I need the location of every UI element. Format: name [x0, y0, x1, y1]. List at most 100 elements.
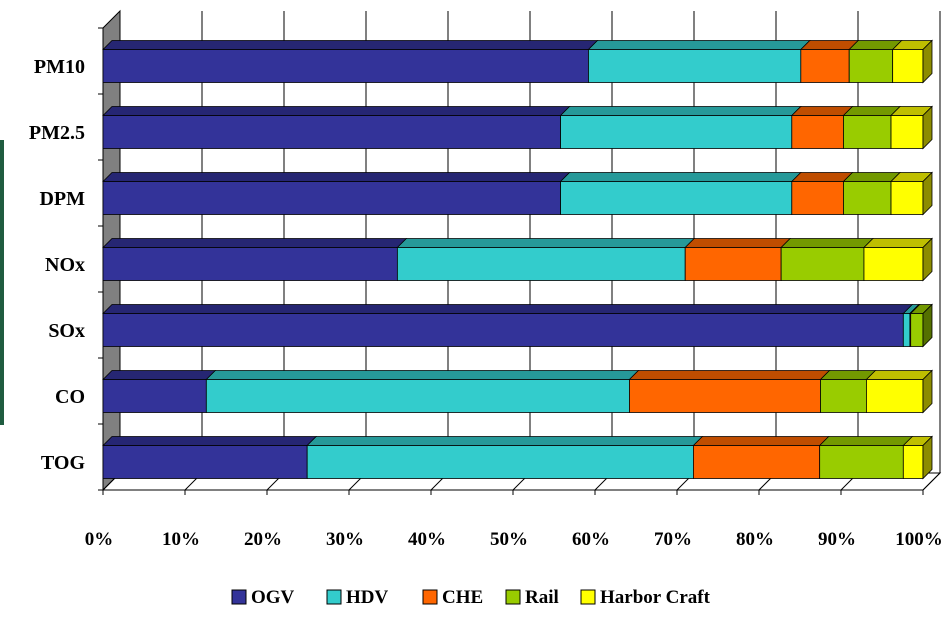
bar-segment-ogv	[102, 106, 571, 149]
bar-front-face	[102, 313, 904, 347]
x-tick-label: 100%	[895, 529, 943, 550]
bar-top-face	[102, 172, 571, 182]
x-tick-label: 80%	[736, 529, 774, 550]
x-tick-label: 90%	[818, 529, 856, 550]
bar-segment-ogv	[102, 304, 914, 347]
bar-segment-che	[692, 436, 830, 479]
bar-front-face	[102, 181, 561, 215]
bar-front-face	[102, 379, 207, 413]
bar-front-face	[890, 181, 924, 215]
legend-label: Rail	[525, 587, 559, 608]
bar-top-face	[865, 370, 933, 380]
bar-top-face	[102, 106, 571, 116]
bar-top-face	[587, 40, 811, 50]
bar-segment-hdv	[306, 436, 704, 479]
bar-segment-rail	[842, 172, 901, 215]
bar-segment-hdv	[559, 172, 802, 215]
bar-segment-che	[790, 106, 854, 149]
y-category-label: DPM	[39, 188, 85, 210]
bar-top-face	[559, 172, 802, 182]
slide-accent-bar	[0, 140, 4, 425]
legend-swatch	[231, 589, 247, 605]
bar-top-face	[862, 238, 933, 248]
bar-front-face	[843, 115, 892, 149]
bar-top-face	[790, 172, 854, 182]
bar-top-face	[102, 370, 217, 380]
bar-top-face	[559, 106, 802, 116]
bar-top-face	[819, 370, 877, 380]
bar-front-face	[800, 49, 850, 83]
bar-top-face	[780, 238, 874, 248]
bar-segment-harbor-craft	[891, 40, 933, 83]
bar-top-face	[628, 370, 831, 380]
bar-front-face	[791, 115, 844, 149]
bar-top-face	[396, 238, 696, 248]
bar-front-face	[560, 181, 793, 215]
y-category-label: PM2.5	[29, 122, 85, 144]
x-tick-label: 10%	[162, 529, 200, 550]
bar-front-face	[780, 247, 865, 281]
bar-top-face	[842, 106, 901, 116]
bar-segment-che	[799, 40, 860, 83]
bar-front-face	[684, 247, 782, 281]
bar-segment-che	[628, 370, 831, 413]
bar-side-face	[922, 39, 933, 84]
legend-label: HDV	[346, 587, 389, 608]
bar-front-face	[866, 379, 924, 413]
bar-front-face	[902, 313, 911, 347]
bar-front-face	[843, 181, 892, 215]
y-category-label: PM10	[34, 56, 85, 78]
bar-segment-harbor-craft	[890, 106, 933, 149]
x-tick-label: 50%	[490, 529, 528, 550]
y-category-label: CO	[55, 386, 85, 408]
bar-top-face	[799, 40, 860, 50]
legend-label: OGV	[251, 587, 295, 608]
bar-top-face	[790, 106, 854, 116]
x-tick-label: 40%	[408, 529, 446, 550]
bar-segment-ogv	[102, 238, 408, 281]
bar-segment-harbor-craft	[865, 370, 933, 413]
bar-front-face	[102, 247, 398, 281]
bar-top-face	[102, 40, 599, 50]
bar-top-face	[306, 436, 704, 446]
bar-segment-hdv	[205, 370, 640, 413]
bar-front-face	[848, 49, 894, 83]
bar-segment-ogv	[102, 436, 318, 479]
y-category-label: NOx	[45, 254, 85, 276]
legend-swatch	[326, 589, 342, 605]
bar-front-face	[693, 445, 821, 479]
bar-side-face	[922, 435, 933, 480]
x-tick-label: 70%	[654, 529, 692, 550]
bar-segment-rail	[848, 40, 903, 83]
floor-gridline	[922, 472, 941, 491]
bar-segment-ogv	[102, 40, 599, 83]
bar-side-face	[922, 171, 933, 216]
bar-front-face	[560, 115, 793, 149]
bar-top-face	[102, 238, 408, 248]
bar-front-face	[791, 181, 844, 215]
bar-front-face	[863, 247, 924, 281]
legend-swatch	[580, 589, 596, 605]
legend-label: Harbor Craft	[600, 587, 711, 608]
bar-segment-hdv	[396, 238, 696, 281]
bar-segment-rail	[818, 436, 914, 479]
y-category-label: TOG	[41, 452, 86, 474]
bar-front-face	[890, 115, 924, 149]
bar-front-face	[892, 49, 924, 83]
bar-front-face	[306, 445, 694, 479]
bar-front-face	[819, 445, 904, 479]
bar-top-face	[102, 436, 318, 446]
x-tick-label: 30%	[326, 529, 364, 550]
bar-front-face	[820, 379, 867, 413]
bar-side-face	[922, 303, 933, 348]
bar-segment-rail	[819, 370, 877, 413]
bar-segment-rail	[842, 106, 901, 149]
y-category-label: SOx	[48, 320, 85, 342]
bar-side-face	[922, 237, 933, 282]
bar-top-face	[692, 436, 830, 446]
bar-front-face	[102, 115, 561, 149]
bar-segment-rail	[780, 238, 874, 281]
bar-front-face	[902, 445, 924, 479]
bar-front-face	[629, 379, 821, 413]
